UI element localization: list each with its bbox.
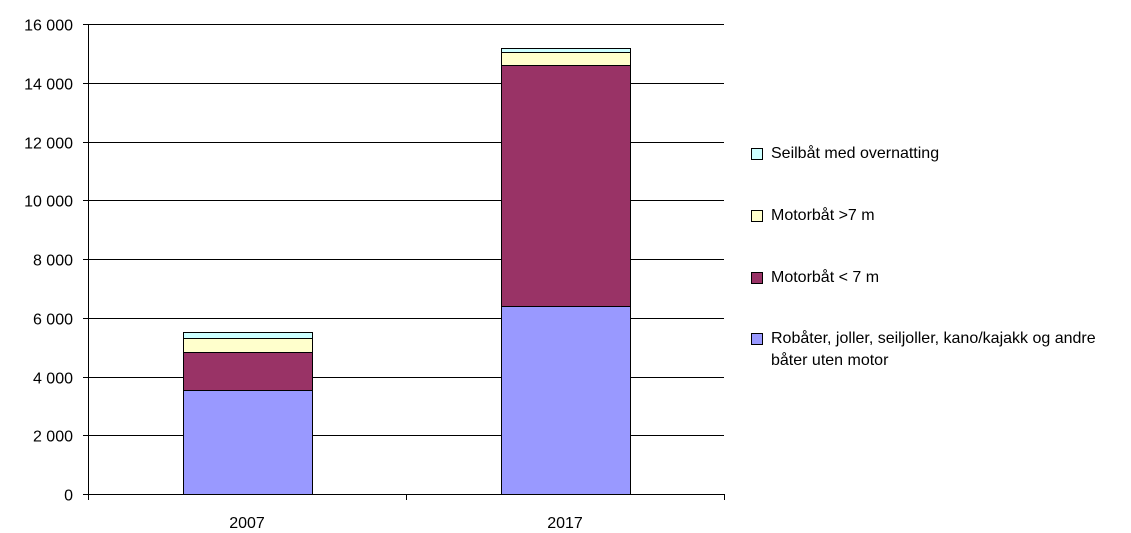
axes <box>83 24 725 500</box>
legend-label: Robåter, joller, seiljoller, kano/kajakk… <box>771 330 1096 369</box>
legend-swatch <box>751 333 763 345</box>
legend-swatch <box>751 272 763 284</box>
bar-segment <box>501 65 631 307</box>
bar-segment <box>501 52 631 66</box>
legend-swatch <box>751 210 763 222</box>
bar-segment <box>183 390 313 495</box>
y-tick-label: 14 000 <box>24 77 73 94</box>
y-tick-label: 10 000 <box>24 194 73 211</box>
y-tick-label: 8 000 <box>33 253 73 270</box>
x-tick-label: 2007 <box>229 515 265 532</box>
y-tick-label: 2 000 <box>33 429 73 446</box>
legend-label: Seilbåt med overnatting <box>771 145 940 162</box>
bar-segment <box>183 352 313 391</box>
legend-item: Robåter, joller, seiljoller, kano/kajakk… <box>751 328 1111 372</box>
legend: Seilbåt med overnatting Motorbåt >7 m Moto… <box>751 0 1131 533</box>
x-tick-label: 2017 <box>547 515 583 532</box>
y-tick-labels: 0 2 000 4 000 6 000 8 000 10 000 12 000 14 000 1… <box>24 18 73 505</box>
legend-item: Motorbåt >7 m <box>751 205 1111 227</box>
legend-label: Motorbåt < 7 m <box>771 269 880 286</box>
y-tick-label: 4 000 <box>33 371 73 388</box>
bar-segment <box>501 48 631 53</box>
legend-label: Motorbåt >7 m <box>771 207 875 224</box>
y-tick-label: 16 000 <box>24 18 73 35</box>
y-tick-label: 12 000 <box>24 136 73 153</box>
legend-item: Seilbåt med overnatting <box>751 143 1111 165</box>
x-tick-labels: 2007 2017 <box>229 515 583 532</box>
bar-segment <box>183 338 313 353</box>
y-tick-label: 0 <box>64 488 73 505</box>
legend-swatch <box>751 148 763 160</box>
bar-segment <box>501 306 631 495</box>
y-tick-label: 6 000 <box>33 312 73 329</box>
bar-segment <box>183 332 313 339</box>
bars <box>183 48 631 495</box>
legend-item: Motorbåt < 7 m <box>751 267 1111 289</box>
